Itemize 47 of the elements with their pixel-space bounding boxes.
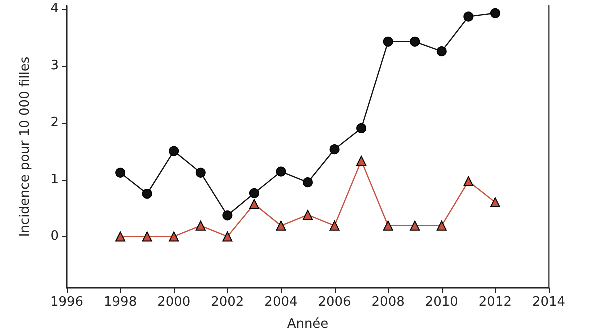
point [196,220,206,231]
x-tick-label: 2014 [532,295,566,310]
point [383,220,394,231]
x-tick-label: 2000 [158,295,191,310]
x-tick-label: 2002 [211,295,244,310]
point [169,232,180,242]
point [222,210,233,221]
point [410,36,420,47]
point [436,46,447,57]
point [116,232,126,242]
point [169,146,180,156]
point [410,220,420,231]
x-tick-label: 2004 [264,295,298,310]
point [142,189,152,199]
point [330,220,340,231]
point [356,123,367,134]
y-axis-title: Incidence pour 10 000 filles [18,56,33,238]
point [490,8,500,18]
point [196,168,206,178]
point [490,198,500,208]
x-tick-label: 2008 [372,295,405,310]
point [249,199,260,210]
x-tick-label: 1996 [50,295,84,310]
point [436,220,447,231]
point [356,156,367,166]
y-tick-label: 2 [50,115,59,130]
point [330,144,340,155]
point [303,210,313,220]
point [116,168,126,178]
point [222,232,233,242]
x-tick-label: 2012 [478,295,512,310]
x-tick-label: 2006 [318,295,352,310]
y-tick-label: 0 [50,229,59,244]
x-tick-label: 2010 [425,295,458,310]
y-tick-label: 3 [50,58,59,74]
point [383,36,394,47]
point [276,166,286,177]
y-tick-label: 4 [50,1,59,16]
point [142,232,152,242]
point [303,178,313,188]
x-tick-label: 1998 [104,295,138,310]
x-axis-title: Année [287,317,329,332]
point [464,12,474,22]
point [249,188,260,198]
point [464,176,474,186]
point [276,220,286,231]
y-tick-label: 1 [50,172,59,188]
